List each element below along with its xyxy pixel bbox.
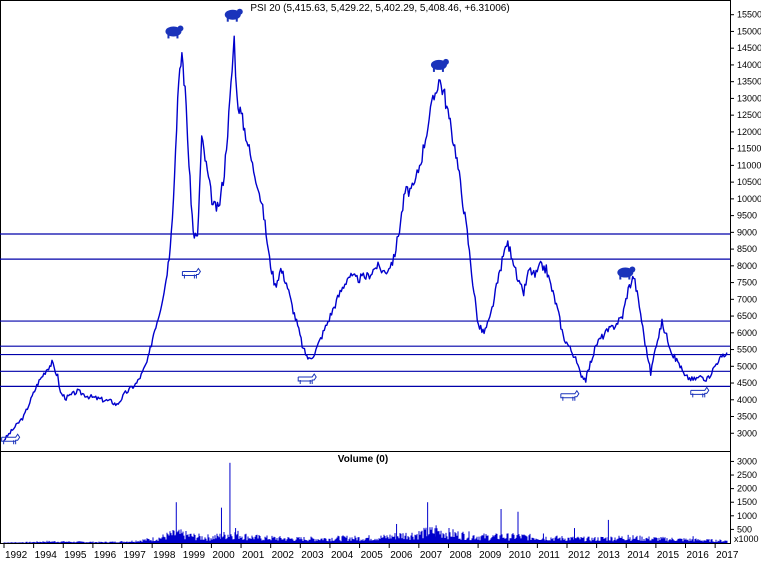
price-tick-label: 14000	[737, 60, 761, 70]
price-tick-label: 11500	[737, 144, 761, 154]
x-tick-label: 2008	[449, 550, 472, 561]
volume-bars	[3, 462, 728, 543]
price-tick-label: 7000	[737, 294, 757, 304]
price-tick-label: 3500	[737, 412, 757, 422]
x-tick-label: 1996	[94, 550, 117, 561]
volume-tick-label: 1000	[737, 511, 757, 521]
x-tick-label: 2011	[538, 550, 560, 561]
price-tick-label: 8000	[737, 261, 757, 271]
x-tick-label: 1994	[35, 550, 58, 561]
x-tick-label: 2014	[627, 550, 650, 561]
price-tick-label: 4000	[737, 395, 757, 405]
x-tick-label: 2013	[598, 550, 621, 561]
price-tick-label: 5500	[737, 345, 757, 355]
price-tick-label: 4500	[737, 378, 757, 388]
price-tick-label: 13000	[737, 93, 761, 103]
volume-unit-label: x1000	[734, 534, 759, 544]
x-tick-label: 2009	[479, 550, 502, 561]
volume-bar-series	[3, 527, 728, 543]
x-tick-label: 2007	[420, 550, 443, 561]
price-line	[3, 35, 728, 442]
price-tick-label: 12000	[737, 127, 761, 137]
price-tick-label: 10000	[737, 194, 761, 204]
price-tick-label: 11000	[737, 160, 761, 170]
price-tick-label: 6500	[737, 311, 757, 321]
volume-axis-ticks: 500 1000 1500 2000 2500 3000	[730, 456, 757, 534]
x-tick-label: 2000	[212, 550, 235, 561]
x-tick-label: 2016	[687, 550, 710, 561]
x-tick-label: 2010	[509, 550, 532, 561]
market-icons	[1, 8, 710, 445]
price-tick-label: 8500	[737, 244, 757, 254]
volume-tick-label: 3000	[737, 456, 757, 466]
bull-icon	[297, 373, 317, 385]
x-tick-label: 1999	[183, 550, 206, 561]
bear-icon	[617, 266, 636, 280]
x-tick-label: 2015	[657, 550, 680, 561]
volume-panel-frame	[0, 451, 731, 544]
x-tick-label: 2004	[331, 550, 354, 561]
x-tick-label: 1998	[153, 550, 176, 561]
price-tick-label: 6000	[737, 328, 757, 338]
price-panel-frame	[0, 0, 731, 452]
x-tick-label: 1992	[5, 550, 28, 561]
price-tick-label: 5000	[737, 361, 757, 371]
bear-icon	[165, 25, 184, 39]
x-axis-ticks: 1992 1994 1995 1996 1997 1998 1999 2000 2001 2002…	[3, 543, 739, 561]
x-tick-label: 2001	[242, 550, 265, 561]
price-series	[3, 35, 728, 442]
volume-tick-label: 2000	[737, 484, 757, 494]
x-tick-label: 2003	[301, 550, 324, 561]
bull-icon	[560, 389, 580, 401]
x-tick-label: 2006	[390, 550, 413, 561]
price-tick-label: 10500	[737, 177, 761, 187]
bull-icon	[181, 267, 201, 279]
bull-icon	[1, 433, 21, 445]
price-chart-title: PSI 20 (5,415.63, 5,429.22, 5,402.29, 5,…	[250, 3, 509, 14]
price-tick-label: 13500	[737, 77, 761, 87]
price-tick-label: 7500	[737, 278, 757, 288]
bull-icon	[690, 386, 710, 398]
price-tick-label: 15500	[737, 10, 761, 20]
price-tick-label: 15000	[737, 26, 761, 36]
volume-chart-title: Volume (0)	[338, 454, 388, 465]
bear-icon	[224, 8, 243, 22]
x-tick-label: 2005	[361, 550, 384, 561]
volume-tick-label: 2500	[737, 470, 757, 480]
price-tick-label: 14500	[737, 43, 761, 53]
x-tick-label: 2002	[272, 550, 295, 561]
price-tick-label: 12500	[737, 110, 761, 120]
price-tick-label: 3000	[737, 428, 757, 438]
x-tick-label: 1997	[124, 550, 147, 561]
price-axis-ticks: 3000 3500 4000 4500 5000 5500 6000 6500 7000 7500…	[730, 10, 761, 438]
x-tick-label: 2012	[568, 550, 591, 561]
price-tick-label: 9000	[737, 227, 757, 237]
x-tick-label: 1995	[64, 550, 87, 561]
x-tick-label: 2017	[716, 550, 739, 561]
volume-tick-label: 500	[737, 524, 752, 534]
volume-tick-label: 1500	[737, 497, 757, 507]
bear-icon	[430, 58, 449, 72]
horizontal-levels	[0, 233, 730, 387]
price-tick-label: 9500	[737, 211, 757, 221]
